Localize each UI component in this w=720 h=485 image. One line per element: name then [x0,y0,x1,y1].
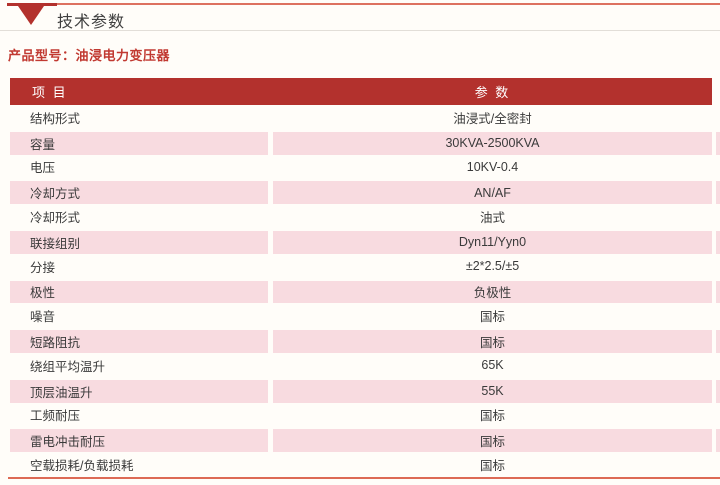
edge-sliver [716,403,720,428]
edge-sliver [716,429,720,453]
row-item-label: 绕组平均温升 [30,359,106,374]
table-row: 冷却方式 AN/AF [10,179,720,205]
table-row: 噪音 国标 [10,303,720,328]
edge-sliver [716,452,720,477]
edge-sliver [716,280,720,304]
row-param-value: 55K [273,379,712,403]
row-param-value: 油浸式/全密封 [453,111,532,126]
row-param-value: AN/AF [273,181,712,205]
page-title: 技术参数 [57,14,126,31]
top-rule [7,3,720,5]
row-param-value: 油式 [479,211,505,226]
row-item-label: 容量 [10,131,268,155]
row-item-label: 空载损耗/负载损耗 [30,459,134,474]
row-item-label: 极性 [10,280,268,304]
table-row: 冷却形式 油式 [10,204,720,229]
table-row: 电压 10KV-0.4 [10,155,720,180]
row-param-value: 国标 [479,459,505,474]
table-row: 联接组别 Dyn11/Yyn0 [10,228,720,254]
table-body: 结构形式 油浸式/全密封 容量 30KVA-2500KVA 电压 10KV-0.… [10,105,720,477]
edge-sliver [716,379,720,403]
row-item-label: 工频耐压 [30,409,81,424]
row-param-value: 国标 [273,330,712,353]
row-param-value: 国标 [479,310,505,325]
table-row: 雷电冲击耐压 国标 [10,427,720,453]
edge-sliver [716,254,720,279]
edge-sliver [716,303,720,328]
table-row: 极性 负极性 [10,278,720,304]
row-param-value: ±2*2.5/±5 [465,259,520,274]
table-row: 容量 30KVA-2500KVA [10,129,720,155]
table-row: 分接 ±2*2.5/±5 [10,254,720,279]
table-header-row: 项 目 参 数 [10,78,712,105]
row-item-label: 冷却方式 [10,181,268,205]
spec-table: 项 目 参 数 结构形式 油浸式/全密封 容量 30KVA-2500KVA 电压… [10,78,720,477]
row-item-label: 噪音 [30,310,56,325]
row-param-value: Dyn11/Yyn0 [273,230,712,254]
bottom-rule [8,477,720,479]
edge-sliver [716,230,720,254]
row-item-label: 联接组别 [10,230,268,254]
row-item-label: 雷电冲击耐压 [10,429,268,453]
table-row: 空载损耗/负载损耗 国标 [10,452,720,477]
table-row: 短路阻抗 国标 [10,328,720,353]
column-header-item: 项 目 [32,85,68,100]
row-item-label: 冷却形式 [30,211,81,226]
title-divider [0,30,720,31]
table-row: 工频耐压 国标 [10,403,720,428]
product-model-label: 产品型号：油浸电力变压器 [8,48,171,63]
row-param-value: 65K [481,358,504,373]
row-param-value: 10KV-0.4 [466,159,519,174]
edge-sliver [716,204,720,229]
row-item-label: 分接 [30,260,56,275]
row-item-label: 电压 [30,161,56,176]
table-row: 顶层油温升 55K [10,377,720,403]
edge-sliver [716,181,720,205]
row-param-value: 30KVA-2500KVA [273,131,712,155]
edge-sliver [716,155,720,180]
table-row: 结构形式 油浸式/全密封 [10,105,720,130]
row-item-label: 顶层油温升 [10,379,268,403]
edge-sliver [716,353,720,378]
section-marker-bar [7,3,57,6]
row-item-label: 结构形式 [30,111,81,126]
edge-sliver [716,105,720,130]
row-param-value: 负极性 [273,280,712,304]
row-param-value: 国标 [273,429,712,453]
table-row: 绕组平均温升 65K [10,353,720,378]
row-item-label: 短路阻抗 [10,330,268,353]
column-header-param: 参 数 [474,85,511,100]
edge-sliver [716,330,720,353]
triangle-down-icon [18,6,44,25]
edge-sliver [716,131,720,155]
row-param-value: 国标 [479,409,505,424]
